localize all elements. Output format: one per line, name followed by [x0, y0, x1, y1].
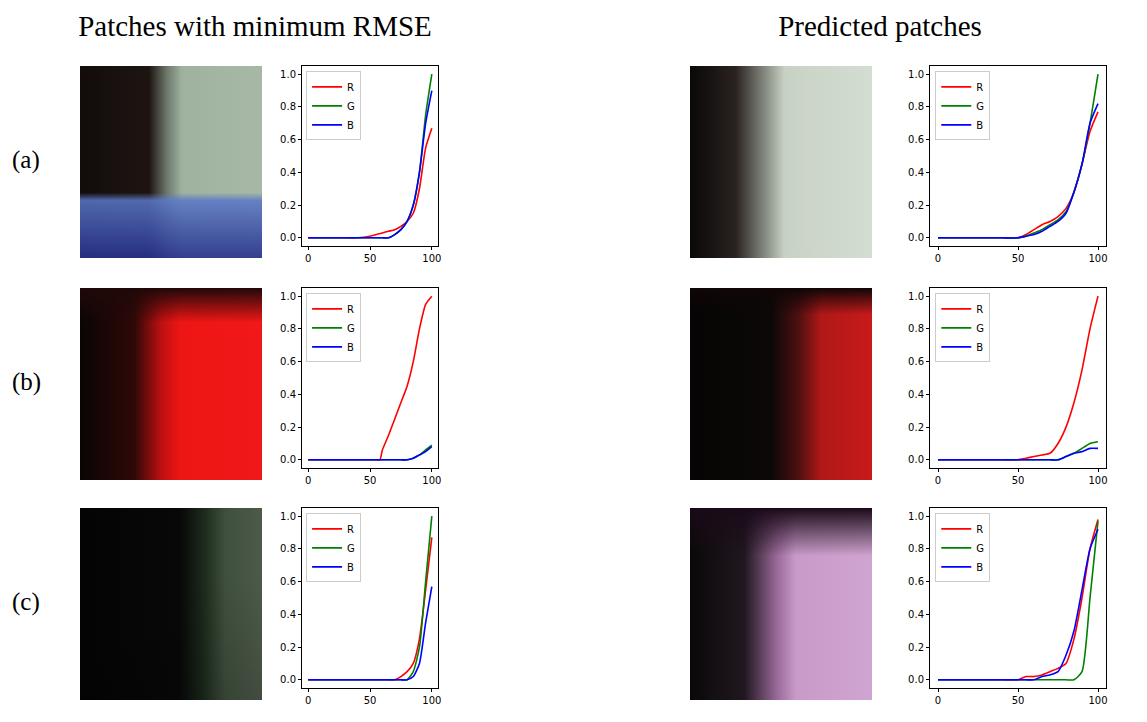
svg-text:0.6: 0.6: [908, 576, 924, 587]
svg-text:0.4: 0.4: [908, 609, 924, 620]
svg-text:0.4: 0.4: [908, 389, 924, 400]
html-text:(c): (c): [12, 588, 40, 615]
html-text:Predicted patches: Predicted patches: [778, 10, 982, 42]
svg-text:G: G: [976, 543, 984, 554]
svg-text:1.0: 1.0: [908, 69, 924, 80]
svg-text:100: 100: [1088, 253, 1107, 264]
svg-text:100: 100: [1088, 695, 1107, 706]
svg-text:G: G: [976, 323, 984, 334]
html-text:(b): (b): [12, 368, 42, 395]
svg-text:0.0: 0.0: [280, 232, 296, 243]
svg-text:R: R: [976, 82, 983, 93]
svg-text:0: 0: [305, 695, 311, 706]
svg-text:G: G: [347, 543, 355, 554]
svg-text:50: 50: [1012, 253, 1025, 264]
svg-text:0.2: 0.2: [908, 422, 924, 433]
svg-text:100: 100: [422, 253, 441, 264]
svg-text:0.8: 0.8: [908, 323, 924, 334]
svg-text:0.2: 0.2: [280, 200, 296, 211]
svg-text:1.0: 1.0: [280, 291, 296, 302]
svg-text:0.2: 0.2: [280, 422, 296, 433]
svg-text:R: R: [347, 304, 354, 315]
svg-text:B: B: [347, 120, 354, 131]
svg-text:0.8: 0.8: [908, 543, 924, 554]
svg-text:0: 0: [305, 253, 311, 264]
svg-text:0.8: 0.8: [280, 323, 296, 334]
svg-text:0.2: 0.2: [280, 642, 296, 653]
svg-text:50: 50: [364, 475, 377, 486]
svg-text:R: R: [347, 82, 354, 93]
svg-text:0: 0: [935, 475, 941, 486]
svg-text:50: 50: [364, 695, 377, 706]
svg-text:G: G: [976, 101, 984, 112]
svg-text:1.0: 1.0: [280, 511, 296, 522]
svg-text:1.0: 1.0: [908, 511, 924, 522]
svg-text:G: G: [347, 323, 355, 334]
svg-text:0: 0: [305, 475, 311, 486]
svg-text:G: G: [347, 101, 355, 112]
svg-text:1.0: 1.0: [908, 291, 924, 302]
html-text:Patches with minimum RMSE: Patches with minimum RMSE: [78, 10, 432, 42]
svg-text:100: 100: [422, 695, 441, 706]
svg-text:0.6: 0.6: [908, 356, 924, 367]
svg-text:0.2: 0.2: [908, 200, 924, 211]
svg-text:0.0: 0.0: [908, 232, 924, 243]
svg-text:0.4: 0.4: [280, 389, 296, 400]
svg-text:0.6: 0.6: [280, 134, 296, 145]
svg-text:50: 50: [364, 253, 377, 264]
svg-text:100: 100: [1088, 475, 1107, 486]
svg-text:R: R: [347, 524, 354, 535]
svg-text:0.6: 0.6: [908, 134, 924, 145]
svg-text:R: R: [976, 524, 983, 535]
svg-text:0.8: 0.8: [280, 543, 296, 554]
svg-text:0.4: 0.4: [908, 167, 924, 178]
svg-text:B: B: [347, 562, 354, 573]
svg-text:B: B: [976, 562, 983, 573]
svg-text:0: 0: [935, 253, 941, 264]
svg-text:50: 50: [1012, 475, 1025, 486]
svg-text:0.0: 0.0: [908, 674, 924, 685]
svg-text:100: 100: [422, 475, 441, 486]
html-text:(a): (a): [12, 146, 40, 173]
svg-text:R: R: [976, 304, 983, 315]
svg-text:0: 0: [935, 695, 941, 706]
svg-text:0.0: 0.0: [280, 674, 296, 685]
svg-text:0.8: 0.8: [280, 101, 296, 112]
svg-text:0.6: 0.6: [280, 356, 296, 367]
svg-text:B: B: [976, 120, 983, 131]
svg-text:50: 50: [1012, 695, 1025, 706]
svg-text:0.4: 0.4: [280, 609, 296, 620]
svg-text:1.0: 1.0: [280, 69, 296, 80]
svg-text:0.8: 0.8: [908, 101, 924, 112]
svg-text:0.4: 0.4: [280, 167, 296, 178]
svg-text:B: B: [347, 342, 354, 353]
svg-text:B: B: [976, 342, 983, 353]
svg-text:0.6: 0.6: [280, 576, 296, 587]
svg-text:0.2: 0.2: [908, 642, 924, 653]
svg-text:0.0: 0.0: [280, 454, 296, 465]
svg-text:0.0: 0.0: [908, 454, 924, 465]
